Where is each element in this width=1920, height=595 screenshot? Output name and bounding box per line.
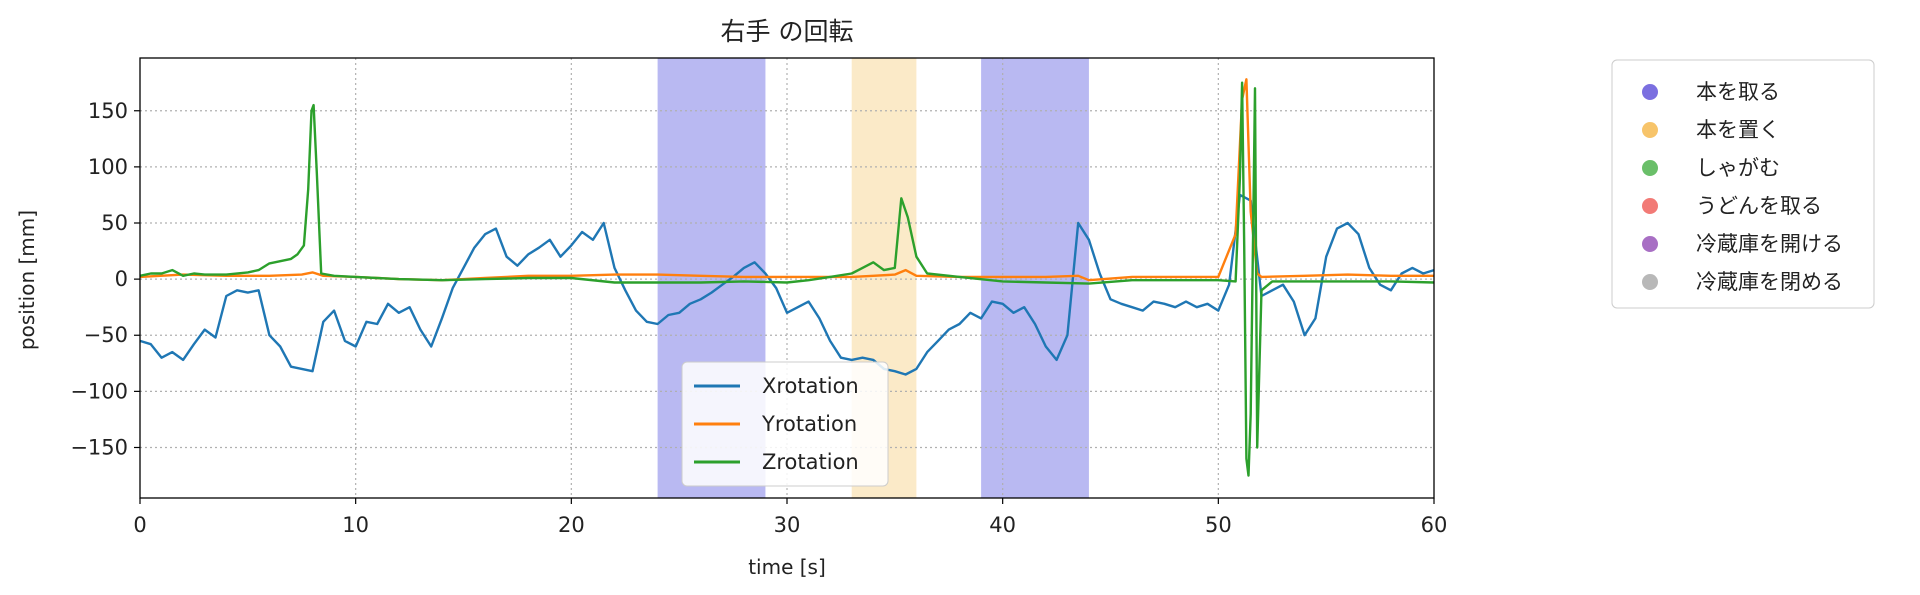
series-legend-label: Yrotation xyxy=(761,412,857,436)
y-ticks: −150 −100 −50 0 50 100 150 xyxy=(70,99,140,459)
activity-legend-marker xyxy=(1642,274,1658,290)
activity-legend-label: うどんを取る xyxy=(1696,194,1822,218)
series-line-xrotation xyxy=(139,193,1435,376)
activity-legend-label: 冷蔵庫を開ける xyxy=(1696,232,1843,256)
x-ticks: 0 10 20 30 40 50 60 xyxy=(133,498,1447,537)
y-tick-label: 0 xyxy=(115,267,128,291)
activity-legend-label: 冷蔵庫を閉める xyxy=(1696,270,1843,294)
x-axis-label: time [s] xyxy=(748,555,826,579)
y-tick-label: −150 xyxy=(70,435,128,459)
y-tick-label: −50 xyxy=(84,323,128,347)
series-legend-label: Xrotation xyxy=(762,374,859,398)
y-axis-label: position [mm] xyxy=(15,210,39,350)
x-tick-label: 60 xyxy=(1421,513,1448,537)
activity-legend-marker xyxy=(1642,198,1658,214)
chart-title: 右手 の回転 xyxy=(721,17,854,46)
y-tick-label: 50 xyxy=(101,211,128,235)
x-tick-label: 50 xyxy=(1205,513,1232,537)
activity-legend-marker xyxy=(1642,236,1658,252)
activity-legend-label: 本を取る xyxy=(1696,80,1780,104)
x-tick-label: 30 xyxy=(774,513,801,537)
series-legend: Xrotation Yrotation Zrotation xyxy=(681,361,889,487)
activity-legend-label: 本を置く xyxy=(1696,118,1780,142)
activity-legend-marker xyxy=(1642,160,1658,176)
activity-legend-box xyxy=(1611,59,1875,309)
series-lines xyxy=(139,78,1435,477)
y-tick-label: −100 xyxy=(70,379,128,403)
series-line-zrotation xyxy=(139,81,1435,477)
series-legend-label: Zrotation xyxy=(762,450,859,474)
x-tick-label: 0 xyxy=(133,513,146,537)
x-tick-label: 20 xyxy=(558,513,585,537)
y-tick-label: 100 xyxy=(88,155,128,179)
series-legend-box xyxy=(681,361,889,487)
activity-legend-label: しゃがむ xyxy=(1696,156,1780,180)
y-tick-label: 150 xyxy=(88,99,128,123)
x-tick-label: 10 xyxy=(342,513,369,537)
x-tick-label: 40 xyxy=(989,513,1016,537)
activity-legend-marker xyxy=(1642,84,1658,100)
activity-legend-marker xyxy=(1642,122,1658,138)
